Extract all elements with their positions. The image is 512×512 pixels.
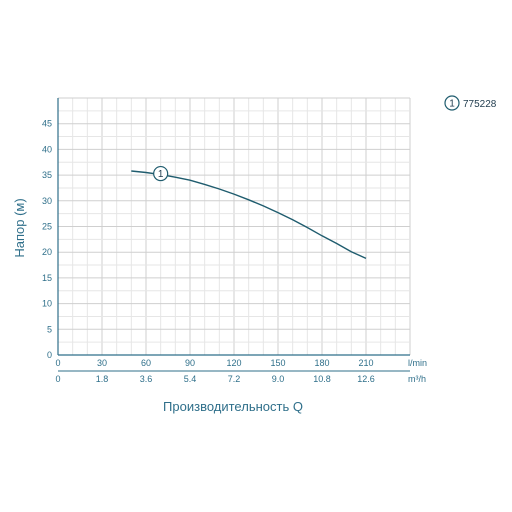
x-unit-secondary: m³/h xyxy=(408,374,426,384)
x-tick-label-secondary: 5.4 xyxy=(184,374,197,384)
x-tick-label-primary: 210 xyxy=(358,358,373,368)
x-tick-label-primary: 60 xyxy=(141,358,151,368)
x-tick-label-secondary: 10.8 xyxy=(313,374,331,384)
legend-entry-name: 775228 xyxy=(463,99,497,110)
x-tick-label-primary: 180 xyxy=(314,358,329,368)
x-tick-label-secondary: 9.0 xyxy=(272,374,285,384)
x-unit-primary: l/min xyxy=(408,358,427,368)
y-tick-label: 45 xyxy=(42,119,52,129)
x-tick-label-primary: 150 xyxy=(270,358,285,368)
y-tick-label: 20 xyxy=(42,247,52,257)
x-tick-label-primary: 0 xyxy=(55,358,60,368)
y-tick-label: 5 xyxy=(47,324,52,334)
series-group: 1 xyxy=(131,165,367,260)
x-tick-label-primary: 120 xyxy=(226,358,241,368)
axes xyxy=(57,98,410,372)
grid-lines xyxy=(57,97,411,356)
legend-marker-circle xyxy=(444,95,460,111)
x-tick-labels-primary: 0 30 60 90 120 150 180 210 xyxy=(55,358,373,368)
legend-marker-label: 1 xyxy=(449,99,455,110)
y-tick-label: 15 xyxy=(42,273,52,283)
y-tick-label: 0 xyxy=(47,350,52,360)
y-tick-label: 30 xyxy=(42,196,52,206)
x-tick-label-primary: 30 xyxy=(97,358,107,368)
x-tick-label-primary: 90 xyxy=(185,358,195,368)
x-tick-label-secondary: 0 xyxy=(55,374,60,384)
series-line xyxy=(131,170,367,260)
series-marker-label: 1 xyxy=(158,169,164,180)
y-axis-label: Напор (м) xyxy=(12,198,27,257)
x-tick-label-secondary: 7.2 xyxy=(228,374,241,384)
y-tick-label: 10 xyxy=(42,299,52,309)
y-tick-label: 40 xyxy=(42,144,52,154)
y-tick-label: 25 xyxy=(42,222,52,232)
series-marker-circle xyxy=(153,165,169,182)
x-tick-label-secondary: 12.6 xyxy=(357,374,375,384)
x-tick-labels-secondary: 0 1.8 3.6 5.4 7.2 9.0 10.8 12.6 xyxy=(55,374,374,384)
x-axis-label: Производительность Q xyxy=(163,399,303,414)
x-tick-label-secondary: 3.6 xyxy=(140,374,153,384)
x-tick-label-secondary: 1.8 xyxy=(96,374,109,384)
legend: 1 775228 xyxy=(444,95,497,111)
y-tick-label: 35 xyxy=(42,170,52,180)
y-tick-labels: 0 5 10 15 20 25 30 35 40 45 xyxy=(42,119,52,360)
